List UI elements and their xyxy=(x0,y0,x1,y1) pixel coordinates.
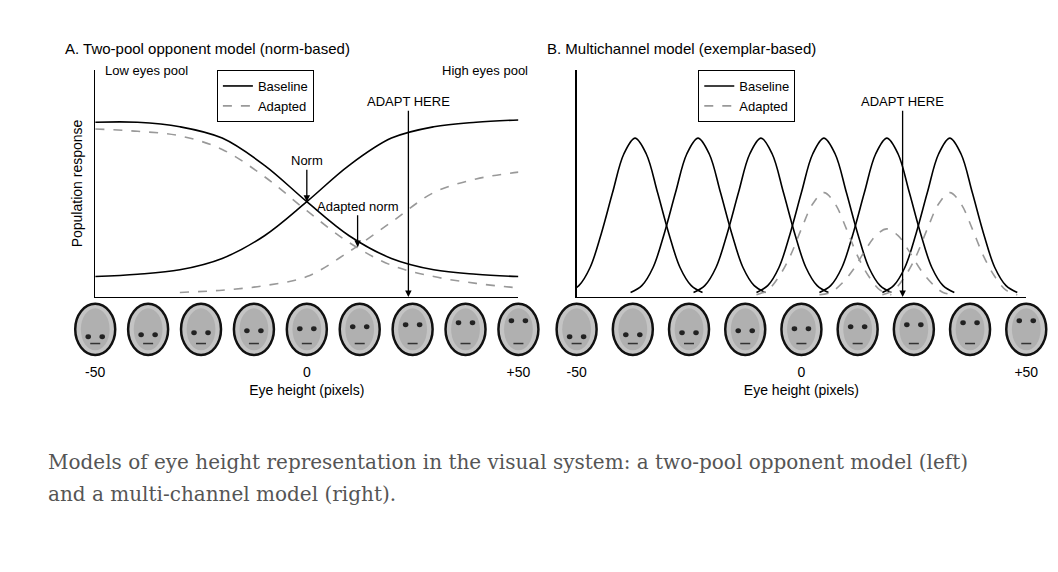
svg-text:Adapted: Adapted xyxy=(739,99,787,114)
svg-text:ADAPT HERE: ADAPT HERE xyxy=(367,94,450,109)
svg-text:B. Multichannel model (exempla: B. Multichannel model (exemplar-based) xyxy=(547,40,816,57)
svg-text:+50: +50 xyxy=(1014,364,1038,380)
svg-text:Norm: Norm xyxy=(291,153,323,168)
svg-text:Low eyes pool: Low eyes pool xyxy=(105,63,188,78)
svg-text:-50: -50 xyxy=(85,364,105,380)
svg-text:0: 0 xyxy=(303,364,311,380)
svg-text:Baseline: Baseline xyxy=(258,79,308,94)
svg-text:+50: +50 xyxy=(507,364,531,380)
svg-text:A. Two-pool opponent model (no: A. Two-pool opponent model (norm-based) xyxy=(65,40,350,57)
svg-text:Adapted norm: Adapted norm xyxy=(317,199,399,214)
svg-text:Eye height (pixels): Eye height (pixels) xyxy=(249,382,364,398)
svg-text:ADAPT HERE: ADAPT HERE xyxy=(861,94,944,109)
svg-text:Adapted: Adapted xyxy=(258,99,306,114)
svg-text:Baseline: Baseline xyxy=(739,79,789,94)
svg-text:-50: -50 xyxy=(566,364,586,380)
svg-text:Population response: Population response xyxy=(69,119,85,247)
svg-text:High eyes pool: High eyes pool xyxy=(442,63,528,78)
svg-text:0: 0 xyxy=(798,364,806,380)
html-text:Models of eye height represent: Models of eye height representation in t… xyxy=(48,450,968,506)
svg-text:Eye height (pixels): Eye height (pixels) xyxy=(744,382,859,398)
